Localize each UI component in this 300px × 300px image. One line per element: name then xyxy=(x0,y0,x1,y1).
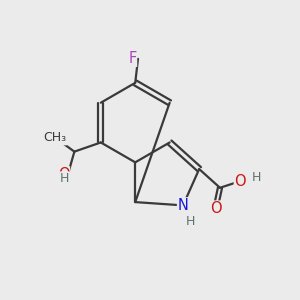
Text: CH₃: CH₃ xyxy=(44,131,67,144)
Text: N: N xyxy=(178,198,188,213)
Text: O: O xyxy=(58,167,69,182)
Text: O: O xyxy=(210,201,221,216)
Text: H: H xyxy=(60,172,70,185)
Text: H: H xyxy=(186,215,195,228)
Text: F: F xyxy=(128,51,136,66)
Text: O: O xyxy=(234,174,246,189)
Text: H: H xyxy=(251,171,261,184)
